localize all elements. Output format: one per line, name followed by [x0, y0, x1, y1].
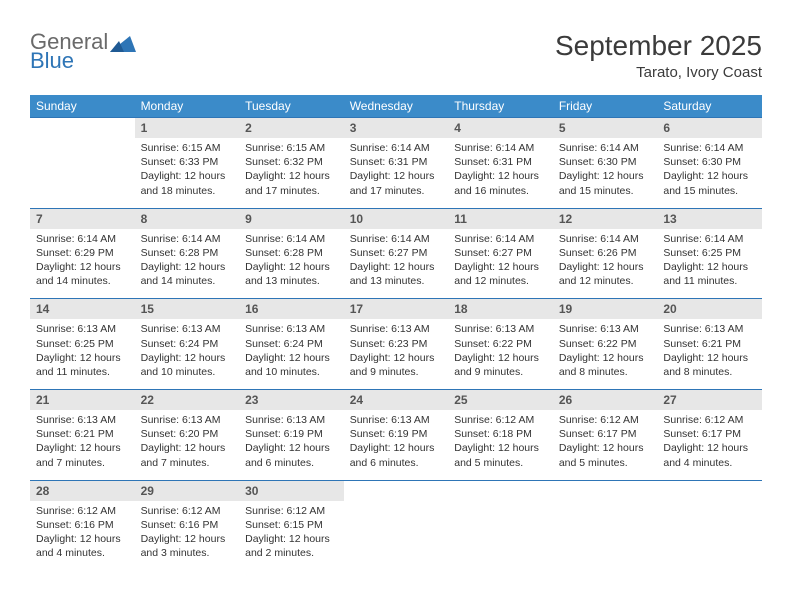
weekday-header: Thursday [448, 95, 553, 118]
weekday-header: Tuesday [239, 95, 344, 118]
day-content: Sunrise: 6:14 AMSunset: 6:27 PMDaylight:… [344, 229, 449, 299]
weekday-header: Wednesday [344, 95, 449, 118]
day-content-row: Sunrise: 6:15 AMSunset: 6:33 PMDaylight:… [30, 138, 762, 208]
day-number: 23 [239, 390, 344, 411]
day-content: Sunrise: 6:13 AMSunset: 6:19 PMDaylight:… [344, 410, 449, 480]
day-number: 12 [553, 208, 658, 229]
day-content: Sunrise: 6:13 AMSunset: 6:22 PMDaylight:… [553, 319, 658, 389]
day-content: Sunrise: 6:14 AMSunset: 6:28 PMDaylight:… [239, 229, 344, 299]
day-number: 15 [135, 299, 240, 320]
day-content: Sunrise: 6:13 AMSunset: 6:24 PMDaylight:… [239, 319, 344, 389]
day-number: 21 [30, 390, 135, 411]
daynum-row: 14151617181920 [30, 299, 762, 320]
day-content: Sunrise: 6:12 AMSunset: 6:17 PMDaylight:… [553, 410, 658, 480]
day-number: 20 [657, 299, 762, 320]
day-content: Sunrise: 6:14 AMSunset: 6:29 PMDaylight:… [30, 229, 135, 299]
day-number: 29 [135, 480, 240, 501]
day-content: Sunrise: 6:14 AMSunset: 6:25 PMDaylight:… [657, 229, 762, 299]
day-content: Sunrise: 6:13 AMSunset: 6:22 PMDaylight:… [448, 319, 553, 389]
day-number-empty [344, 480, 449, 501]
day-content-empty [30, 138, 135, 208]
day-content-row: Sunrise: 6:12 AMSunset: 6:16 PMDaylight:… [30, 501, 762, 571]
weekday-header: Monday [135, 95, 240, 118]
day-content: Sunrise: 6:13 AMSunset: 6:21 PMDaylight:… [657, 319, 762, 389]
day-content: Sunrise: 6:13 AMSunset: 6:23 PMDaylight:… [344, 319, 449, 389]
daynum-row: 78910111213 [30, 208, 762, 229]
month-title: September 2025 [555, 30, 762, 62]
day-number: 11 [448, 208, 553, 229]
calendar-table: Sunday Monday Tuesday Wednesday Thursday… [30, 95, 762, 570]
day-number: 17 [344, 299, 449, 320]
logo-word-2: Blue [30, 49, 136, 72]
day-number: 14 [30, 299, 135, 320]
day-number: 1 [135, 118, 240, 139]
daynum-row: 21222324252627 [30, 390, 762, 411]
calendar-page: GeneralBlue September 2025 Tarato, Ivory… [0, 0, 792, 590]
day-content-row: Sunrise: 6:13 AMSunset: 6:21 PMDaylight:… [30, 410, 762, 480]
weekday-header: Friday [553, 95, 658, 118]
day-number: 22 [135, 390, 240, 411]
day-number: 28 [30, 480, 135, 501]
day-content: Sunrise: 6:13 AMSunset: 6:21 PMDaylight:… [30, 410, 135, 480]
day-number: 8 [135, 208, 240, 229]
day-content: Sunrise: 6:14 AMSunset: 6:27 PMDaylight:… [448, 229, 553, 299]
day-number: 5 [553, 118, 658, 139]
day-content-empty [344, 501, 449, 571]
day-number: 10 [344, 208, 449, 229]
day-content: Sunrise: 6:12 AMSunset: 6:16 PMDaylight:… [30, 501, 135, 571]
day-content: Sunrise: 6:14 AMSunset: 6:26 PMDaylight:… [553, 229, 658, 299]
day-number: 24 [344, 390, 449, 411]
weekday-header-row: Sunday Monday Tuesday Wednesday Thursday… [30, 95, 762, 118]
day-number-empty [553, 480, 658, 501]
day-number-empty [30, 118, 135, 139]
day-content: Sunrise: 6:12 AMSunset: 6:16 PMDaylight:… [135, 501, 240, 571]
day-number-empty [657, 480, 762, 501]
day-content: Sunrise: 6:12 AMSunset: 6:18 PMDaylight:… [448, 410, 553, 480]
day-content: Sunrise: 6:14 AMSunset: 6:31 PMDaylight:… [448, 138, 553, 208]
day-content: Sunrise: 6:15 AMSunset: 6:32 PMDaylight:… [239, 138, 344, 208]
day-content: Sunrise: 6:12 AMSunset: 6:17 PMDaylight:… [657, 410, 762, 480]
day-number: 6 [657, 118, 762, 139]
weekday-header: Saturday [657, 95, 762, 118]
day-number: 16 [239, 299, 344, 320]
day-number: 27 [657, 390, 762, 411]
day-content: Sunrise: 6:13 AMSunset: 6:25 PMDaylight:… [30, 319, 135, 389]
day-number: 9 [239, 208, 344, 229]
weekday-header: Sunday [30, 95, 135, 118]
day-number: 18 [448, 299, 553, 320]
day-content: Sunrise: 6:13 AMSunset: 6:19 PMDaylight:… [239, 410, 344, 480]
day-number: 7 [30, 208, 135, 229]
day-content: Sunrise: 6:15 AMSunset: 6:33 PMDaylight:… [135, 138, 240, 208]
location-label: Tarato, Ivory Coast [555, 64, 762, 81]
day-number: 26 [553, 390, 658, 411]
logo: GeneralBlue [30, 30, 136, 72]
day-content: Sunrise: 6:14 AMSunset: 6:30 PMDaylight:… [657, 138, 762, 208]
page-header: GeneralBlue September 2025 Tarato, Ivory… [30, 30, 762, 81]
day-content-empty [657, 501, 762, 571]
day-number: 30 [239, 480, 344, 501]
day-content: Sunrise: 6:13 AMSunset: 6:20 PMDaylight:… [135, 410, 240, 480]
day-content: Sunrise: 6:13 AMSunset: 6:24 PMDaylight:… [135, 319, 240, 389]
day-content: Sunrise: 6:14 AMSunset: 6:31 PMDaylight:… [344, 138, 449, 208]
day-content-row: Sunrise: 6:13 AMSunset: 6:25 PMDaylight:… [30, 319, 762, 389]
day-number: 4 [448, 118, 553, 139]
daynum-row: 282930 [30, 480, 762, 501]
day-content: Sunrise: 6:14 AMSunset: 6:28 PMDaylight:… [135, 229, 240, 299]
day-content-row: Sunrise: 6:14 AMSunset: 6:29 PMDaylight:… [30, 229, 762, 299]
daynum-row: 123456 [30, 118, 762, 139]
day-number: 19 [553, 299, 658, 320]
day-number: 13 [657, 208, 762, 229]
day-content: Sunrise: 6:12 AMSunset: 6:15 PMDaylight:… [239, 501, 344, 571]
day-content: Sunrise: 6:14 AMSunset: 6:30 PMDaylight:… [553, 138, 658, 208]
day-content-empty [553, 501, 658, 571]
day-number-empty [448, 480, 553, 501]
day-number: 2 [239, 118, 344, 139]
day-number: 3 [344, 118, 449, 139]
title-block: September 2025 Tarato, Ivory Coast [555, 30, 762, 81]
day-content-empty [448, 501, 553, 571]
day-number: 25 [448, 390, 553, 411]
